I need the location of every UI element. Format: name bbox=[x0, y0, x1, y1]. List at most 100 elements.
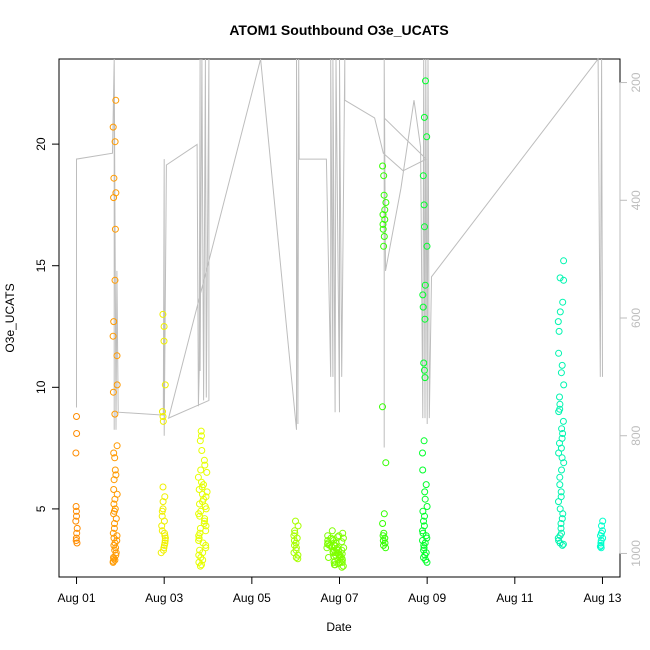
data-point bbox=[420, 517, 427, 525]
data-point bbox=[421, 374, 429, 382]
data-point bbox=[379, 403, 386, 411]
data-point bbox=[111, 454, 119, 462]
data-point bbox=[110, 524, 118, 532]
data-point bbox=[379, 162, 387, 170]
data-point bbox=[323, 544, 331, 552]
data-point bbox=[556, 274, 564, 282]
data-point bbox=[113, 442, 121, 450]
data-point bbox=[159, 310, 167, 318]
y-tick-label: 15 bbox=[34, 259, 48, 273]
data-point bbox=[555, 498, 562, 506]
data-point bbox=[380, 242, 388, 250]
data-point bbox=[159, 417, 167, 425]
data-point bbox=[335, 551, 343, 559]
data-point bbox=[324, 532, 332, 540]
data-point bbox=[201, 517, 208, 525]
data-point bbox=[111, 466, 119, 474]
data-point bbox=[202, 527, 210, 535]
data-point bbox=[73, 413, 80, 420]
data-point bbox=[160, 337, 168, 345]
data-point bbox=[72, 534, 80, 542]
data-point bbox=[72, 507, 80, 515]
data-point bbox=[330, 541, 338, 549]
data-point bbox=[109, 123, 117, 131]
data-point bbox=[203, 468, 211, 476]
data-point bbox=[555, 349, 563, 357]
data-point bbox=[558, 541, 566, 549]
data-point bbox=[556, 393, 563, 401]
data-point bbox=[558, 454, 566, 462]
data-point bbox=[198, 432, 205, 440]
data-point bbox=[559, 417, 567, 425]
data-point bbox=[72, 449, 80, 457]
data-point bbox=[111, 138, 119, 146]
data-point bbox=[559, 298, 567, 306]
data-point bbox=[598, 522, 605, 530]
data-point bbox=[325, 554, 332, 561]
data-point bbox=[109, 332, 117, 340]
data-point bbox=[198, 561, 205, 569]
data-point bbox=[419, 303, 427, 311]
data-point bbox=[109, 388, 117, 396]
data-point bbox=[110, 174, 118, 182]
x-tick-label: Aug 09 bbox=[408, 591, 446, 605]
data-point bbox=[201, 461, 209, 469]
data-point bbox=[555, 327, 563, 335]
data-point bbox=[421, 223, 428, 231]
data-point bbox=[419, 172, 427, 180]
data-point bbox=[559, 510, 567, 518]
data-point bbox=[380, 510, 388, 518]
data-point bbox=[328, 527, 336, 535]
data-point bbox=[557, 488, 565, 496]
data-point bbox=[558, 466, 565, 474]
y-axis-label: O3e_UCATS bbox=[3, 283, 17, 352]
data-point bbox=[421, 315, 429, 323]
pressure-line-layer bbox=[76, 57, 603, 448]
data-point bbox=[110, 476, 118, 484]
data-point bbox=[599, 517, 607, 525]
data-point bbox=[161, 529, 168, 537]
data-point bbox=[423, 242, 431, 250]
y2-axis: 200 400 600 800 1000 bbox=[619, 72, 643, 567]
data-point bbox=[195, 532, 203, 540]
data-point bbox=[596, 543, 604, 551]
y2-tick-label: 1000 bbox=[629, 540, 643, 567]
data-point bbox=[379, 225, 387, 233]
chart-title: ATOM1 Southbound O3e_UCATS bbox=[229, 22, 448, 38]
data-point bbox=[329, 549, 337, 557]
data-point bbox=[556, 400, 564, 408]
data-point bbox=[420, 541, 428, 549]
data-point bbox=[201, 515, 209, 523]
data-point bbox=[419, 507, 427, 515]
data-point bbox=[198, 447, 206, 454]
x-axis: Aug 01 Aug 03 Aug 05 Aug 07 Aug 09 Aug 11 Aug … bbox=[58, 576, 622, 605]
data-point bbox=[421, 281, 429, 289]
data-point bbox=[112, 96, 120, 104]
data-point bbox=[382, 199, 390, 206]
data-point bbox=[158, 507, 166, 515]
data-point bbox=[110, 500, 118, 508]
data-point bbox=[379, 220, 387, 228]
data-point bbox=[110, 194, 118, 202]
data-point bbox=[557, 369, 565, 377]
data-point bbox=[294, 522, 302, 530]
data-point bbox=[161, 534, 169, 542]
data-point bbox=[381, 206, 389, 214]
data-point bbox=[111, 225, 119, 233]
data-point bbox=[111, 276, 119, 284]
x-tick-label: Aug 11 bbox=[496, 591, 533, 605]
data-point bbox=[197, 427, 205, 435]
data-point bbox=[556, 473, 564, 481]
data-point bbox=[421, 512, 428, 520]
data-point bbox=[157, 549, 165, 557]
data-point bbox=[560, 381, 568, 389]
data-point bbox=[422, 77, 429, 85]
data-point bbox=[160, 323, 168, 330]
data-point bbox=[380, 191, 388, 199]
data-point bbox=[159, 408, 166, 416]
data-point bbox=[555, 449, 563, 457]
data-point bbox=[158, 522, 166, 530]
data-point bbox=[331, 561, 339, 569]
data-point bbox=[202, 544, 210, 552]
data-point bbox=[73, 430, 81, 437]
